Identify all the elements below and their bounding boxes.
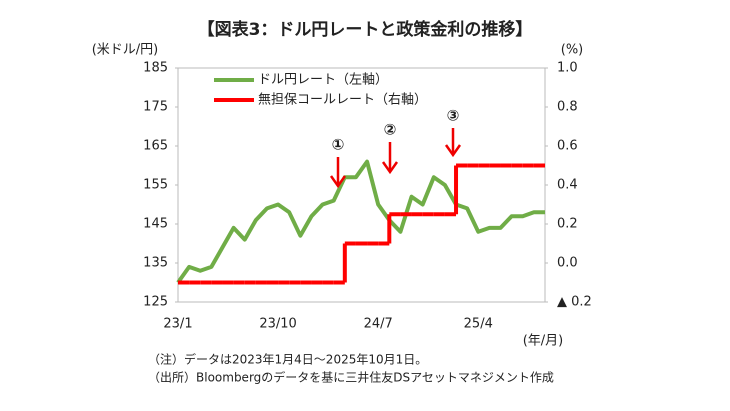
- y-tick-label: 155: [143, 178, 168, 193]
- annotation: ③: [447, 107, 460, 125]
- y2-tick-label: 1.0: [557, 61, 578, 76]
- y-tick-label: 165: [143, 139, 168, 154]
- note: （注）データは2023年1月4日～2025年10月1日。: [148, 352, 427, 367]
- y-axis-label: (米ドル/円): [92, 43, 159, 58]
- legend-label: 無担保コールレート（右軸）: [258, 93, 427, 108]
- y2-tick-label: 0.4: [557, 178, 578, 193]
- arrow-head: [329, 175, 347, 189]
- annotation: ①: [332, 136, 345, 154]
- legend-label: ドル円レート（左軸）: [258, 73, 388, 88]
- x-tick-label: 23/10: [259, 317, 296, 332]
- arrow-head: [444, 144, 462, 158]
- y2-tick-label: 0.6: [557, 139, 578, 154]
- x-tick-label: 24/7: [364, 317, 393, 332]
- y-tick-label: 185: [143, 61, 168, 76]
- y-tick-label: 145: [143, 217, 168, 232]
- y2-tick-label: 0.0: [557, 256, 578, 271]
- x-tick-label: 25/4: [464, 317, 493, 332]
- chart-title: 【図表3：ドル円レートと政策金利の推移】: [198, 19, 533, 40]
- x-tick-label: 23/1: [163, 317, 192, 332]
- arrow-head: [381, 161, 399, 175]
- annotation: ②: [384, 121, 397, 139]
- y-tick-label: 135: [143, 256, 168, 271]
- note: （出所）Bloombergのデータを基に三井住友DSアセットマネジメント作成: [148, 370, 554, 385]
- x-axis-label: (年/月): [523, 334, 564, 349]
- fx-line: [176, 159, 545, 284]
- y2-tick-label: 0.8: [557, 100, 578, 115]
- y2-tick-label: ▲ 0.2: [557, 295, 592, 310]
- y-tick-label: 175: [143, 100, 168, 115]
- y-tick-label: 125: [143, 295, 168, 310]
- y2-tick-label: 0.2: [557, 217, 578, 232]
- y2-axis-label: (%): [561, 43, 584, 58]
